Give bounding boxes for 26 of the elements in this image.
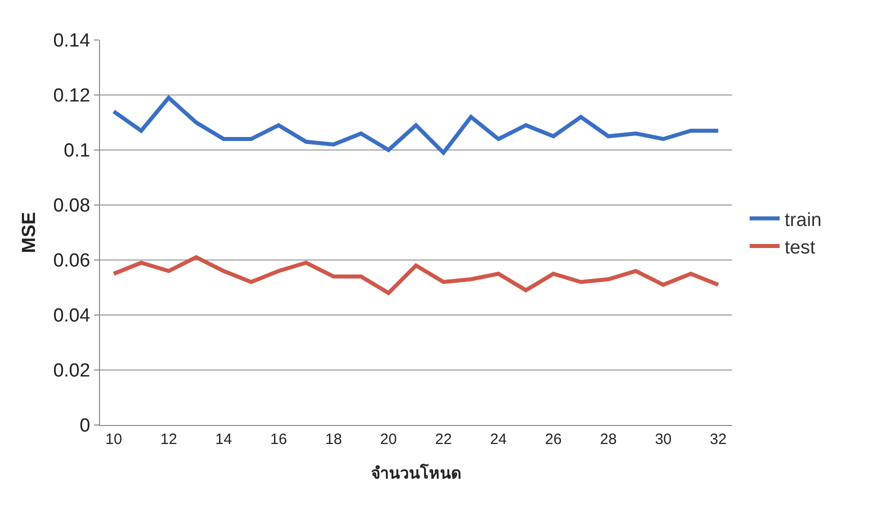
y-axis-title: MSE [19, 212, 40, 254]
y-tick-label: 0.12 [53, 86, 90, 107]
x-axis-title: จำนวนโหนด [371, 462, 461, 483]
x-tick-label: 28 [600, 431, 617, 448]
x-tick-label: 30 [654, 431, 672, 448]
x-tick-label: 14 [215, 431, 232, 448]
y-tick-label: 0.08 [53, 196, 90, 217]
y-tick-label: 0.06 [53, 250, 90, 272]
line-series [112, 255, 720, 295]
x-tick-label: 16 [270, 431, 287, 448]
x-tick-label: 10 [105, 431, 122, 448]
y-tick-label: 0 [80, 416, 90, 437]
x-tick-label: 20 [380, 431, 397, 448]
x-tick-label: 22 [435, 431, 452, 448]
y-tick-label: 0.14 [53, 30, 91, 52]
x-tick-label: 12 [160, 431, 178, 448]
x-tick-label: 18 [325, 431, 342, 448]
y-tick-label: 0.02 [53, 360, 90, 382]
y-tick-label: 0.1 [64, 140, 90, 162]
x-tick-label: 24 [490, 431, 507, 448]
x-tick-label: 32 [710, 431, 727, 448]
legend-label: train [784, 210, 822, 231]
x-tick-label: 26 [545, 431, 562, 448]
legend-label: test [784, 237, 816, 258]
y-tick-label: 0.04 [53, 306, 91, 327]
line-series [112, 96, 720, 155]
